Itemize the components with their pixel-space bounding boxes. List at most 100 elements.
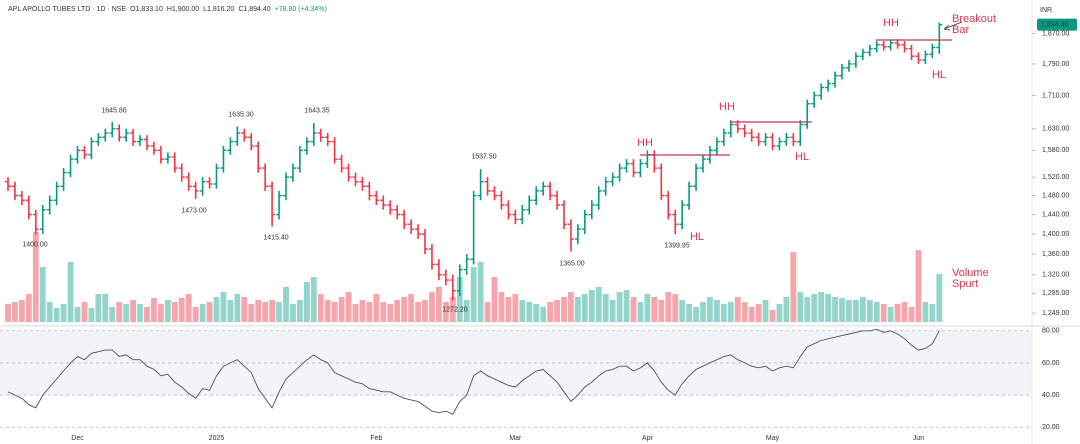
x-tick-label: Feb (370, 435, 382, 442)
volume-bar (477, 262, 484, 322)
volume-bar (102, 294, 109, 322)
volume-bar (741, 302, 748, 322)
volume-bar (519, 300, 526, 322)
annotation: 1643.35 (304, 107, 330, 115)
volume-bar (679, 300, 686, 322)
annotation: 1365.00 (559, 260, 585, 268)
volume-bar (901, 302, 908, 322)
volume-bar (345, 292, 352, 322)
x-tick-label: 2025 (209, 435, 225, 442)
volume-bar (797, 292, 804, 322)
volume-bar (248, 304, 255, 322)
volume-bar (206, 302, 213, 322)
volume-bar (401, 297, 408, 322)
volume-bar (804, 297, 811, 322)
volume-bar (561, 297, 567, 322)
volume-bar (366, 302, 373, 322)
volume-bar (554, 300, 560, 322)
volume-bar (352, 304, 359, 322)
volume-bar (595, 287, 602, 322)
header: APL APOLLO TUBES LTD · 1D · NSE O1,833.10… (8, 6, 327, 13)
volume-bar (5, 304, 11, 322)
volume-bar (429, 292, 435, 322)
y-tick-label: 1,249.00 (1042, 310, 1069, 317)
volume-bar (929, 304, 936, 322)
symbol: APL APOLLO TUBES LTD · 1D · NSE (8, 6, 126, 13)
volume-bar (32, 232, 39, 322)
annotation: Volume Spurt (952, 267, 989, 290)
volume-bar (915, 250, 922, 322)
volume-bar (137, 304, 143, 322)
annotation: HL (689, 231, 705, 243)
volume-bar (456, 277, 463, 322)
volume-bar (151, 298, 157, 322)
y-tick-label: 1,870.00 (1042, 30, 1069, 37)
ohlc-value: O1,833.10 (130, 6, 163, 13)
volume-bar (526, 302, 533, 322)
volume-bar (130, 300, 136, 322)
volume-bar (581, 294, 588, 322)
volume-bar (811, 294, 818, 322)
volume-bar (116, 302, 123, 322)
volume-bar (338, 297, 345, 322)
volume-bar (762, 300, 769, 322)
y-tick-label: 1,630.00 (1042, 126, 1069, 133)
currency: INR (1040, 7, 1052, 14)
volume-bar (331, 302, 338, 322)
volume-bar (387, 304, 394, 322)
volume-bar (839, 298, 845, 322)
volume-bar (95, 294, 102, 322)
ohlc-value: L1,816.20 (203, 6, 234, 13)
volume-bar (832, 297, 838, 322)
volume-bar (776, 304, 783, 322)
last-price-label: 1,894.40 (1041, 22, 1068, 29)
volume-bar (442, 302, 449, 322)
arrow (943, 21, 963, 31)
volume-bar (700, 302, 706, 322)
volume-bar (408, 294, 414, 322)
volume-bar (109, 307, 116, 322)
volume-bar (498, 292, 505, 322)
volume-bar (317, 294, 324, 322)
x-tick-label: Mar (509, 435, 522, 442)
volume-bar (505, 297, 512, 322)
volume-bar (373, 294, 380, 322)
y-tick-label: 1,285.00 (1042, 290, 1069, 297)
annotation: HL (794, 151, 810, 163)
volume-bar (512, 294, 519, 322)
volume-bar (178, 298, 185, 322)
volume-bar (164, 300, 171, 322)
volume-bar (269, 300, 275, 322)
annotation: 1473.00 (181, 207, 207, 215)
rsi-line (7, 328, 940, 415)
volume-bar (602, 294, 609, 322)
volume-bar (748, 307, 755, 322)
volume-bar (67, 262, 74, 322)
volume-bar (19, 300, 25, 322)
volume-bar (324, 300, 331, 322)
rsi-tick-label: 20.00 (1042, 424, 1060, 431)
volume-bar (290, 304, 296, 322)
volume-bar (60, 304, 67, 322)
volume-bar (46, 302, 53, 322)
volume-bar (199, 304, 206, 322)
volume-bar (922, 302, 929, 322)
x-tick-label: May (766, 435, 780, 442)
volume-bar (81, 302, 88, 322)
y-tick-label: 1,520.00 (1042, 174, 1069, 181)
volume-bar (859, 297, 866, 322)
volume-bar (276, 302, 282, 322)
annotation: HH (883, 17, 899, 29)
x-tick-label: Dec (71, 435, 84, 442)
annotation: HH (719, 101, 735, 113)
volume-bar (185, 294, 192, 322)
annotation: HH (637, 137, 653, 149)
ohlc-value: H1,900.00 (167, 6, 199, 13)
volume-bar (297, 300, 303, 322)
volume-bar (171, 302, 178, 322)
volume-bar (880, 304, 887, 322)
y-tick-label: 1,480.00 (1042, 192, 1069, 199)
volume-bar (158, 304, 164, 322)
annotation: 1537.50 (471, 153, 497, 161)
volume-bar (12, 302, 18, 322)
